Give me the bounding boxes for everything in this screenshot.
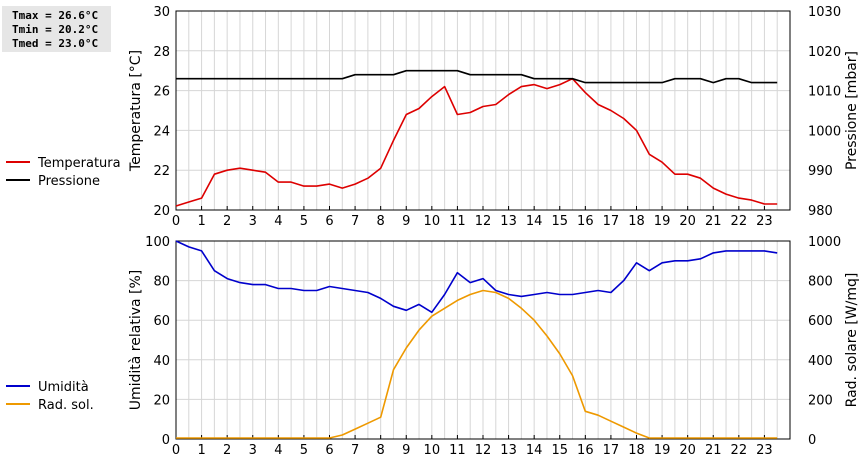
y-tick-label: 100 [145, 235, 170, 250]
x-tick-label: 18 [628, 443, 645, 458]
legend-label: Pressione [38, 174, 100, 189]
x-tick-label: 21 [705, 214, 722, 229]
x-tick-label: 2 [223, 443, 231, 458]
x-tick-label: 14 [526, 214, 543, 229]
y2-axis-title: Pressione [mbar] [844, 51, 860, 170]
x-tick-label: 18 [628, 214, 645, 229]
x-tick-label: 5 [300, 214, 308, 229]
x-tick-label: 2 [223, 214, 231, 229]
x-tick-label: 9 [402, 443, 410, 458]
x-tick-label: 3 [249, 214, 257, 229]
tmin-text: Tmin = 20.2°C [12, 23, 99, 36]
x-tick-label: 1 [197, 214, 205, 229]
y2-tick-label: 800 [808, 275, 833, 290]
series-line-rad-sol- [176, 289, 778, 439]
x-tick-label: 20 [679, 443, 696, 458]
x-tick-label: 20 [679, 214, 696, 229]
y-tick-label: 20 [153, 393, 170, 408]
x-tick-label: 11 [449, 214, 466, 229]
chart-panel-2: 0 1 2 3 4 5 6 7 8 9 10 11 12 13 14 15 16 17 18 19 20 21 22 2302… [6, 235, 860, 458]
y2-axis-title: Rad. solare [W/mq] [844, 273, 860, 408]
y2-tick-label: 400 [808, 354, 833, 369]
y-tick-label: 80 [153, 275, 170, 290]
x-tick-label: 7 [351, 214, 359, 229]
x-tick-label: 23 [756, 443, 773, 458]
x-tick-label: 0 [172, 214, 180, 229]
x-tick-label: 6 [325, 443, 333, 458]
y-tick-label: 0 [162, 433, 170, 448]
y-axis-title: Temperatura [°C] [128, 50, 144, 172]
y2-tick-label: 980 [808, 204, 833, 219]
x-tick-label: 19 [654, 214, 671, 229]
tmax-text: Tmax = 26.6°C [12, 9, 99, 22]
y-tick-label: 30 [153, 5, 170, 20]
x-tick-label: 8 [377, 214, 385, 229]
x-tick-label: 13 [500, 443, 517, 458]
y-tick-label: 22 [153, 164, 170, 179]
y-tick-label: 60 [153, 314, 170, 329]
x-tick-label: 9 [402, 214, 410, 229]
x-tick-label: 3 [249, 443, 257, 458]
y2-tick-label: 1000 [808, 235, 841, 250]
series-line-pressione [176, 69, 778, 84]
x-tick-label: 16 [577, 443, 594, 458]
x-tick-label: 4 [274, 214, 282, 229]
x-tick-label: 12 [475, 443, 492, 458]
x-tick-label: 21 [705, 443, 722, 458]
legend-label: Umidità [38, 380, 89, 395]
y-tick-label: 40 [153, 354, 170, 369]
x-tick-label: 4 [274, 443, 282, 458]
x-tick-label: 10 [424, 443, 441, 458]
y-tick-label: 26 [153, 85, 170, 100]
x-tick-label: 17 [603, 214, 620, 229]
x-tick-label: 19 [654, 443, 671, 458]
x-tick-label: 17 [603, 443, 620, 458]
x-tick-label: 5 [300, 443, 308, 458]
x-tick-label: 22 [731, 214, 748, 229]
y-axis-title: Umidità relativa [%] [128, 270, 144, 411]
x-tick-label: 10 [424, 214, 441, 229]
y-tick-label: 28 [153, 45, 170, 60]
x-tick-label: 8 [377, 443, 385, 458]
statistics-box: Tmax = 26.6°C Tmin = 20.2°C Tmed = 23.0°… [2, 6, 111, 52]
y2-tick-label: 0 [808, 433, 816, 448]
x-tick-label: 15 [551, 214, 568, 229]
y2-tick-label: 990 [808, 164, 833, 179]
y-tick-label: 24 [153, 124, 170, 139]
x-tick-label: 22 [731, 443, 748, 458]
x-tick-label: 23 [756, 214, 773, 229]
chart-panel-1: 0 1 2 3 4 5 6 7 8 9 10 11 12 13 14 15 16 17 18 19 20 21 22 2320… [6, 5, 860, 229]
y2-tick-label: 1000 [808, 124, 841, 139]
x-tick-label: 16 [577, 214, 594, 229]
y-tick-label: 20 [153, 204, 170, 219]
x-tick-label: 15 [551, 443, 568, 458]
series-line-temperatura [175, 77, 778, 207]
tmed-text: Tmed = 23.0°C [12, 37, 99, 50]
x-tick-label: 13 [500, 214, 517, 229]
legend-label: Rad. sol. [38, 398, 94, 413]
legend-label: Temperatura [37, 156, 121, 171]
y2-tick-label: 600 [808, 314, 833, 329]
x-tick-label: 11 [449, 443, 466, 458]
x-tick-label: 7 [351, 443, 359, 458]
x-tick-label: 1 [197, 443, 205, 458]
y2-tick-label: 1030 [808, 5, 841, 20]
x-tick-label: 6 [325, 214, 333, 229]
x-tick-label: 12 [475, 214, 492, 229]
series-line-umidit- [175, 240, 778, 314]
x-tick-label: 0 [172, 443, 180, 458]
x-tick-label: 14 [526, 443, 543, 458]
y2-tick-label: 200 [808, 393, 833, 408]
y2-tick-label: 1020 [808, 45, 841, 60]
y2-tick-label: 1010 [808, 85, 841, 100]
